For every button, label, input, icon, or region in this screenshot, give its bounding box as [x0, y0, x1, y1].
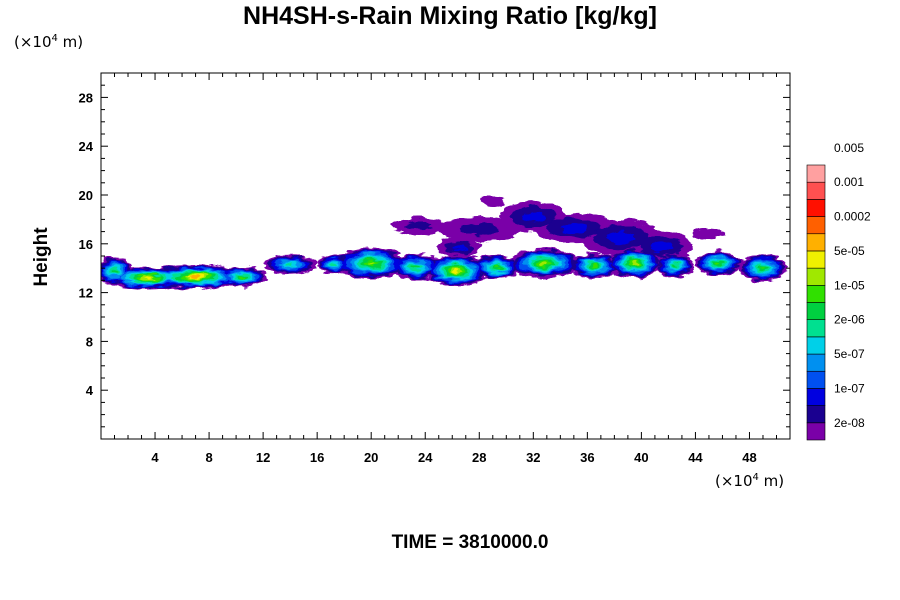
- x-tick-label: 36: [580, 450, 594, 465]
- colorbar-label: 2e-08: [834, 416, 865, 430]
- colorbar-swatch: [806, 336, 826, 355]
- field-contour: [591, 264, 597, 268]
- field-contour: [453, 269, 460, 273]
- field-contour: [480, 196, 505, 206]
- colorbar-swatch: [806, 250, 826, 269]
- mixing-ratio-field: [101, 196, 788, 289]
- field-contour: [459, 223, 500, 236]
- colorbar-label: 0.0002: [834, 210, 871, 224]
- y-tick-label: 16: [79, 237, 93, 252]
- colorbar-label: 5e-07: [834, 347, 865, 361]
- y-tick-label: 20: [79, 188, 93, 203]
- x-tick-label: 28: [472, 450, 486, 465]
- y-tick-label: 4: [86, 383, 94, 398]
- x-tick-label: 4: [151, 450, 159, 465]
- y-tick-label: 24: [79, 139, 94, 154]
- field-contour: [286, 263, 294, 266]
- field-contour: [367, 261, 375, 265]
- colorbar-label: 1e-07: [834, 381, 865, 395]
- field-contour: [240, 275, 246, 278]
- field-contour: [560, 223, 588, 233]
- colorbar-swatch: [806, 216, 826, 235]
- colorbar-swatch: [806, 422, 826, 441]
- colorbar: 2e-08 1e-07 5e-07 2e-06 1e-05 5e-05 0.0002 0.00…: [806, 141, 871, 441]
- y-axis-unit: (×104 m): [14, 33, 84, 51]
- colorbar-swatch: [806, 199, 826, 217]
- field-contour: [672, 264, 678, 268]
- y-tick-label: 8: [86, 334, 93, 349]
- colorbar-swatch: [806, 388, 826, 406]
- colorbar-swatch: [806, 353, 826, 372]
- x-tick-label: 12: [256, 450, 270, 465]
- x-tick-label: 48: [742, 450, 756, 465]
- colorbar-label: 5e-05: [834, 244, 865, 258]
- y-tick-label: 28: [79, 90, 93, 105]
- colorbar-swatch: [806, 164, 826, 183]
- field-contour: [540, 261, 548, 265]
- colorbar-label: 2e-06: [834, 313, 865, 327]
- field-contour: [651, 241, 673, 252]
- x-axis: 4 8 12 16 20 24 28 32 36 40 44 48: [114, 73, 777, 465]
- field-contour: [404, 221, 432, 230]
- x-axis-unit: (×104 m): [715, 472, 785, 490]
- colorbar-label: 0.005: [834, 141, 864, 155]
- y-axis: 4 8 12 16 20 24 28: [79, 84, 790, 428]
- field-contour: [631, 261, 638, 265]
- field-contour: [112, 268, 117, 273]
- x-tick-label: 40: [634, 450, 648, 465]
- field-contour: [494, 265, 500, 269]
- colorbar-swatch: [806, 285, 826, 303]
- field-contour: [412, 265, 419, 269]
- colorbar-swatch: [806, 319, 826, 338]
- y-tick-label: 12: [79, 286, 93, 301]
- colorbar-swatch: [806, 405, 826, 424]
- x-tick-label: 16: [310, 450, 324, 465]
- field-contour: [191, 275, 200, 278]
- colorbar-label: 0.001: [834, 175, 864, 189]
- x-tick-label: 8: [205, 450, 212, 465]
- x-tick-label: 44: [688, 450, 703, 465]
- field-contour: [451, 244, 467, 251]
- colorbar-swatch: [806, 370, 826, 389]
- field-contour: [692, 229, 726, 239]
- field-contour: [715, 261, 721, 265]
- field-contour: [522, 211, 545, 223]
- colorbar-swatch: [806, 302, 826, 320]
- colorbar-swatch: [806, 181, 826, 200]
- colorbar-swatch: [806, 267, 826, 286]
- colorbar-label: 1e-05: [834, 278, 865, 292]
- x-tick-label: 24: [418, 450, 433, 465]
- chart-title: NH4SH-s-Rain Mixing Ratio [kg/kg]: [243, 2, 657, 30]
- x-tick-label: 32: [526, 450, 540, 465]
- x-tick-label: 20: [364, 450, 378, 465]
- field-contour: [760, 266, 766, 270]
- field-contour: [331, 263, 336, 266]
- time-label: TIME = 3810000.0: [391, 532, 549, 553]
- colorbar-swatch: [806, 233, 826, 252]
- field-contour: [144, 276, 153, 280]
- field-contour: [607, 231, 635, 244]
